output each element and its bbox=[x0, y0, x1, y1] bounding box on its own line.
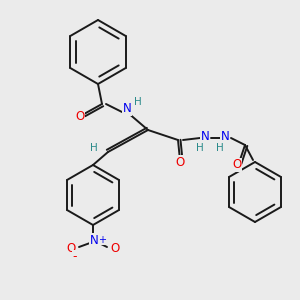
Text: O: O bbox=[66, 242, 76, 256]
Text: O: O bbox=[232, 158, 242, 172]
Text: -: - bbox=[73, 250, 77, 263]
Text: N: N bbox=[220, 130, 230, 143]
Text: O: O bbox=[110, 242, 120, 256]
Text: H: H bbox=[216, 143, 224, 153]
Text: N: N bbox=[90, 233, 98, 247]
Text: H: H bbox=[134, 97, 142, 107]
Text: N: N bbox=[201, 130, 209, 143]
Text: +: + bbox=[98, 235, 106, 245]
Text: H: H bbox=[90, 143, 98, 153]
Text: O: O bbox=[75, 110, 85, 122]
Text: N: N bbox=[123, 103, 131, 116]
Text: O: O bbox=[176, 155, 184, 169]
Text: H: H bbox=[196, 143, 204, 153]
